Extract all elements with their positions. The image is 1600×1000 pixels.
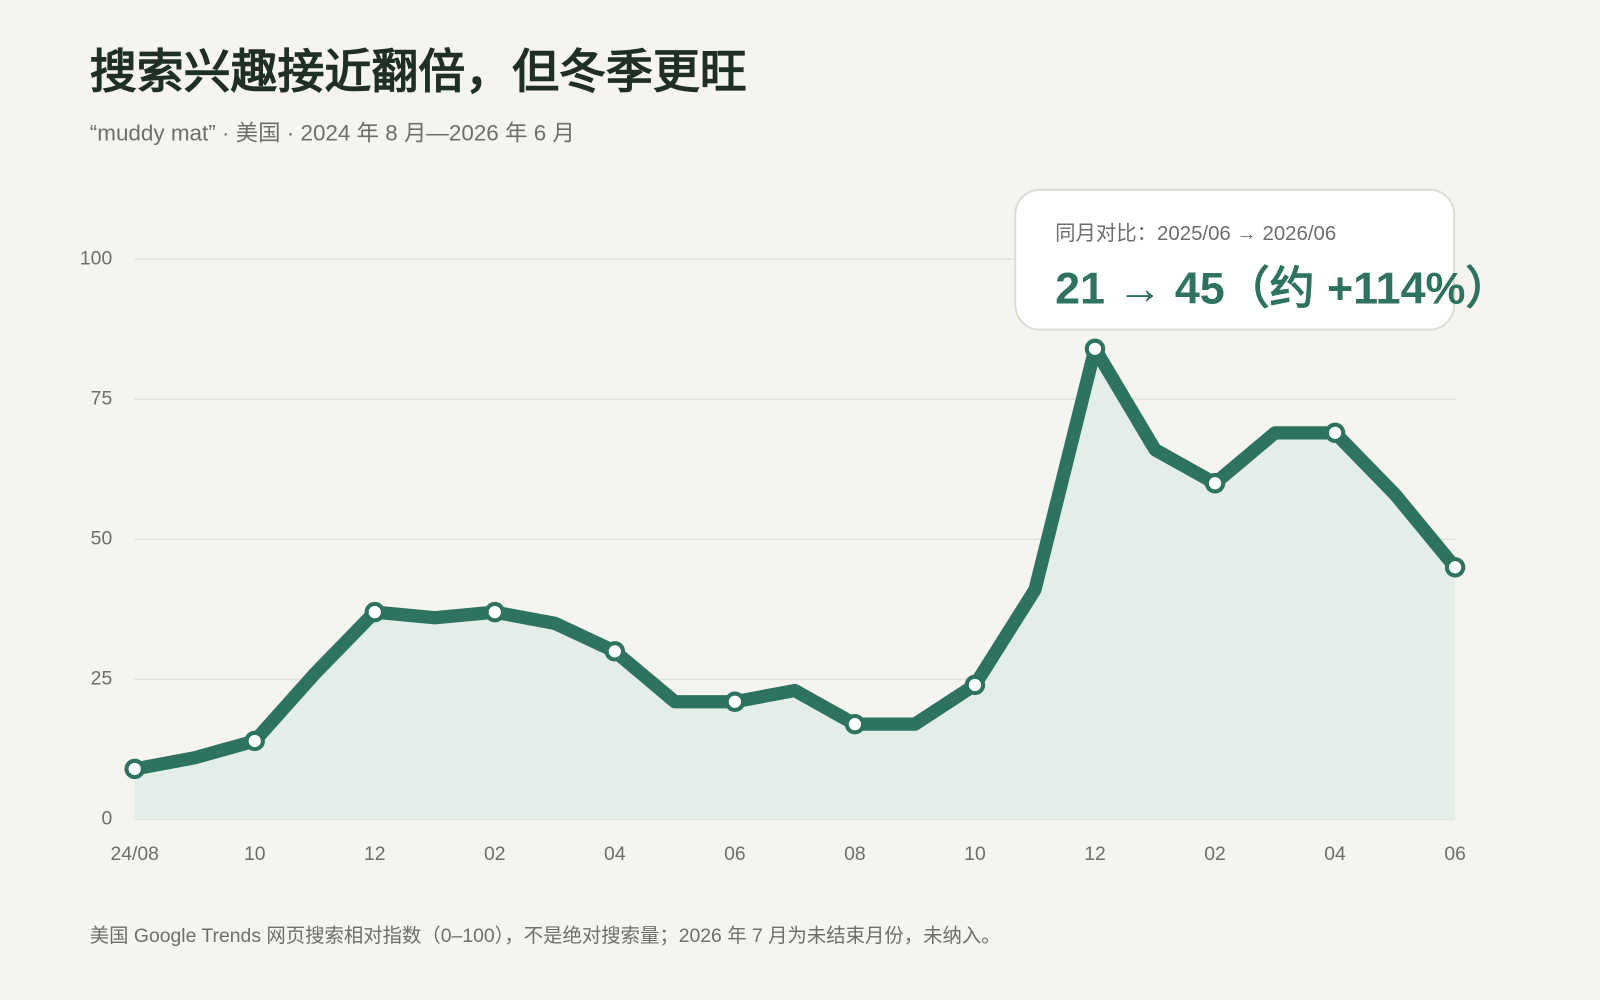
y-tick-label: 75	[91, 387, 113, 409]
x-tick-label: 24/08	[110, 843, 159, 865]
point-marker	[1444, 557, 1466, 578]
point-marker	[1324, 422, 1346, 444]
point-marker	[604, 641, 626, 662]
x-tick-label: 10	[964, 843, 986, 865]
x-tick-label: 02	[484, 843, 506, 865]
x-tick-label: 12	[1084, 843, 1106, 865]
area	[134, 348, 1456, 820]
point-marker	[364, 601, 385, 623]
x-tick-label: 08	[844, 843, 866, 865]
x-tick-label: 12	[364, 843, 386, 865]
point-marker	[484, 601, 506, 623]
point-marker	[244, 730, 265, 752]
x-tick-label: 02	[1204, 843, 1226, 865]
point-marker	[124, 758, 145, 780]
callout-label: 同月对比：2025/06 → 2026/06	[1055, 222, 1336, 245]
point-marker	[964, 674, 986, 696]
y-tick-label: 50	[91, 527, 113, 549]
point-marker	[724, 691, 746, 712]
plot-area: 0 25 50 75 100 24/08 10 12 02 04 06 08 10 12 02 04 06	[80, 247, 1466, 865]
y-tick-label: 0	[101, 808, 112, 830]
x-tick-label: 06	[1444, 843, 1466, 865]
chart-title: 搜索兴趣接近翻倍，但冬季更旺	[90, 46, 747, 98]
footnote: 美国 Google Trends 网页搜索相对指数（0–100），不是绝对搜索量…	[90, 925, 1001, 947]
point-marker	[1084, 338, 1106, 360]
callout-text: 21 → 45（约 +114%）	[1055, 263, 1510, 314]
point-marker	[844, 713, 866, 735]
y-tick-label: 25	[91, 667, 113, 689]
point-marker	[1204, 473, 1226, 494]
x-tick-label: 06	[724, 843, 746, 865]
chart-subtitle: “muddy mat” · 美国 · 2024 年 8 月—2026 年 6 月	[90, 121, 575, 146]
x-tick-label: 04	[604, 843, 626, 865]
y-tick-label: 100	[80, 247, 113, 269]
x-tick-label: 10	[244, 843, 266, 865]
x-tick-label: 04	[1324, 843, 1346, 865]
line	[128, 342, 1462, 776]
callout-box	[1014, 188, 1456, 331]
